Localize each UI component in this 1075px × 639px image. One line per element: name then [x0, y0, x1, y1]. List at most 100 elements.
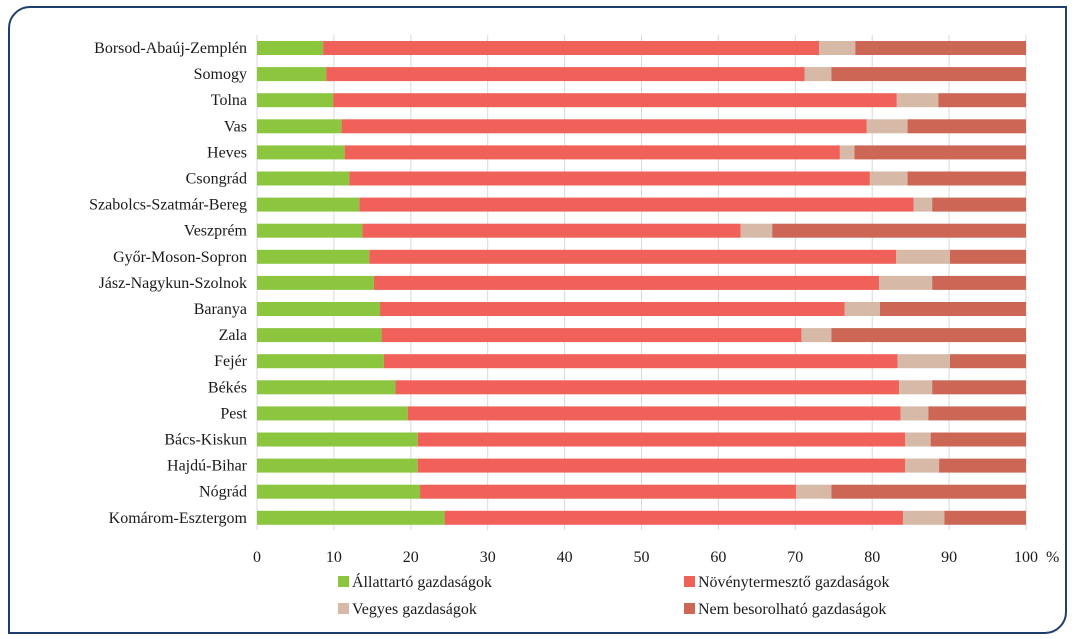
bar-pest-series-4 [928, 406, 1026, 421]
bar-komarom-esztergom-series-3 [902, 510, 945, 525]
bar-gyor-moson-sopron-series-1 [257, 249, 370, 264]
category-label-bacs-kiskun: Bács-Kiskun [164, 432, 247, 449]
bar-heves-series-3 [839, 145, 855, 160]
bar-fejer-series-2 [383, 354, 898, 369]
chart-frame [8, 6, 1067, 634]
bar-hajdu-bihar-series-2 [417, 458, 906, 473]
bar-jasz-nagykun-szolnok-series-3 [879, 275, 933, 290]
bar-hajdu-bihar-series-1 [257, 458, 418, 473]
bar-bacs-kiskun-series-4 [930, 432, 1026, 447]
bar-tolna-series-3 [896, 93, 939, 108]
bar-hajdu-bihar-series-4 [939, 458, 1026, 473]
category-label-fejer: Fejér [214, 353, 248, 370]
bar-zala-series-1 [257, 328, 382, 343]
bar-tolna-series-1 [257, 93, 334, 108]
bar-heves-series-2 [344, 145, 840, 160]
bar-nograd-series-4 [831, 484, 1026, 499]
legend-swatch-nem-besorolhato-gazdasagok [684, 603, 695, 614]
x-tick-100: 100 [1014, 549, 1038, 566]
category-label-tolna: Tolna [211, 92, 247, 109]
legend-swatch-vegyes-gazdasagok [338, 603, 349, 614]
bar-csongrad-series-1 [257, 171, 350, 186]
bar-bacs-kiskun-series-2 [417, 432, 906, 447]
legend-label-vegyes-gazdasagok: Vegyes gazdaságok [352, 601, 477, 618]
legend: Állattartó gazdaságok Növénytermesztő gaz… [338, 572, 889, 618]
bar-komarom-esztergom-series-2 [444, 510, 903, 525]
bar-zala-series-3 [801, 328, 832, 343]
bar-baranya-series-1 [257, 302, 381, 316]
legend-swatch-novenytermeszto-gazdasagok [684, 576, 695, 587]
bar-jasz-nagykun-szolnok-series-4 [932, 275, 1026, 290]
bar-fejer-series-1 [257, 354, 384, 369]
bar-borsod-abauj-zemplen-series-4 [855, 41, 1026, 55]
bar-csongrad-series-4 [907, 171, 1026, 186]
bar-heves-series-1 [257, 145, 345, 160]
bar-vas-series-4 [907, 119, 1026, 134]
bar-baranya-series-4 [879, 302, 1026, 316]
category-label-veszprem: Veszprém [184, 223, 248, 240]
x-axis-unit: % [1046, 549, 1059, 566]
legend-label-nem-besorolhato-gazdasagok: Nem besorolható gazdaságok [698, 601, 886, 618]
category-labels: Borsod-Abaúj-Zemplén Somogy Tolna Vas Heves C… [89, 40, 248, 527]
x-tick-50: 50 [634, 549, 650, 566]
x-tick-20: 20 [403, 549, 419, 566]
bar-nograd-series-3 [796, 484, 832, 499]
bar-bekes-series-3 [899, 380, 933, 395]
bar-zala-series-2 [381, 328, 802, 343]
bar-borsod-abauj-zemplen-series-1 [257, 41, 324, 55]
x-axis-ticks: 0 10 20 30 40 50 60 70 80 90 100% [253, 549, 1059, 566]
category-label-vas: Vas [224, 118, 247, 135]
bar-jasz-nagykun-szolnok-series-1 [257, 275, 374, 290]
category-label-heves: Heves [207, 144, 247, 161]
bar-komarom-esztergom-series-1 [257, 510, 445, 525]
category-label-zala: Zala [219, 327, 247, 344]
bars-layer [257, 41, 1026, 525]
x-tick-10: 10 [326, 549, 342, 566]
category-label-jasz-nagykun-szolnok: Jász-Nagykun-Szolnok [99, 275, 247, 292]
category-label-baranya: Baranya [194, 301, 247, 318]
legend-swatch-allattarto-gazdasagok [338, 576, 349, 587]
bar-baranya-series-2 [380, 302, 845, 316]
bar-bacs-kiskun-series-3 [905, 432, 931, 447]
bar-szabolcs-szatmar-bereg-series-4 [932, 197, 1026, 212]
bar-nograd-series-1 [257, 484, 421, 499]
bar-somogy-series-3 [804, 67, 832, 82]
bar-hajdu-bihar-series-3 [905, 458, 940, 473]
bar-pest-series-1 [257, 406, 408, 421]
bar-nograd-series-2 [420, 484, 797, 499]
x-tick-40: 40 [557, 549, 573, 566]
bar-bekes-series-1 [257, 380, 396, 395]
bar-csongrad-series-3 [869, 171, 908, 186]
bar-fejer-series-4 [949, 354, 1026, 369]
bar-somogy-series-2 [326, 67, 805, 82]
bar-szabolcs-szatmar-bereg-series-2 [359, 197, 914, 212]
x-tick-60: 60 [710, 549, 726, 566]
bar-fejer-series-3 [897, 354, 950, 369]
bar-pest-series-2 [407, 406, 901, 421]
bar-borsod-abauj-zemplen-series-3 [819, 41, 856, 55]
category-label-borsod-abauj-zemplen: Borsod-Abaúj-Zemplén [94, 40, 247, 57]
bar-veszprem-series-2 [362, 223, 741, 238]
bar-zala-series-4 [831, 328, 1026, 343]
category-label-somogy: Somogy [194, 66, 247, 83]
bar-gyor-moson-sopron-series-3 [896, 249, 950, 264]
bar-borsod-abauj-zemplen-series-2 [323, 41, 820, 55]
bar-gyor-moson-sopron-series-4 [949, 249, 1026, 264]
bar-veszprem-series-1 [257, 223, 363, 238]
category-label-pest: Pest [220, 405, 247, 422]
bar-somogy-series-1 [257, 67, 327, 82]
bar-bacs-kiskun-series-1 [257, 432, 418, 447]
bar-heves-series-4 [854, 145, 1026, 160]
bar-tolna-series-4 [938, 93, 1026, 108]
bar-bekes-series-2 [395, 380, 900, 395]
category-label-gyor-moson-sopron: Győr-Moson-Sopron [113, 249, 247, 266]
bar-szabolcs-szatmar-bereg-series-3 [913, 197, 933, 212]
x-tick-80: 80 [864, 549, 880, 566]
bar-somogy-series-4 [831, 67, 1026, 82]
category-label-bekes: Békés [208, 379, 247, 396]
category-label-hajdu-bihar: Hajdú-Bihar [167, 458, 248, 475]
category-label-szabolcs-szatmar-bereg: Szabolcs-Szatmár-Bereg [89, 197, 247, 214]
bar-gyor-moson-sopron-series-2 [369, 249, 897, 264]
category-label-csongrad: Csongrád [186, 171, 247, 188]
